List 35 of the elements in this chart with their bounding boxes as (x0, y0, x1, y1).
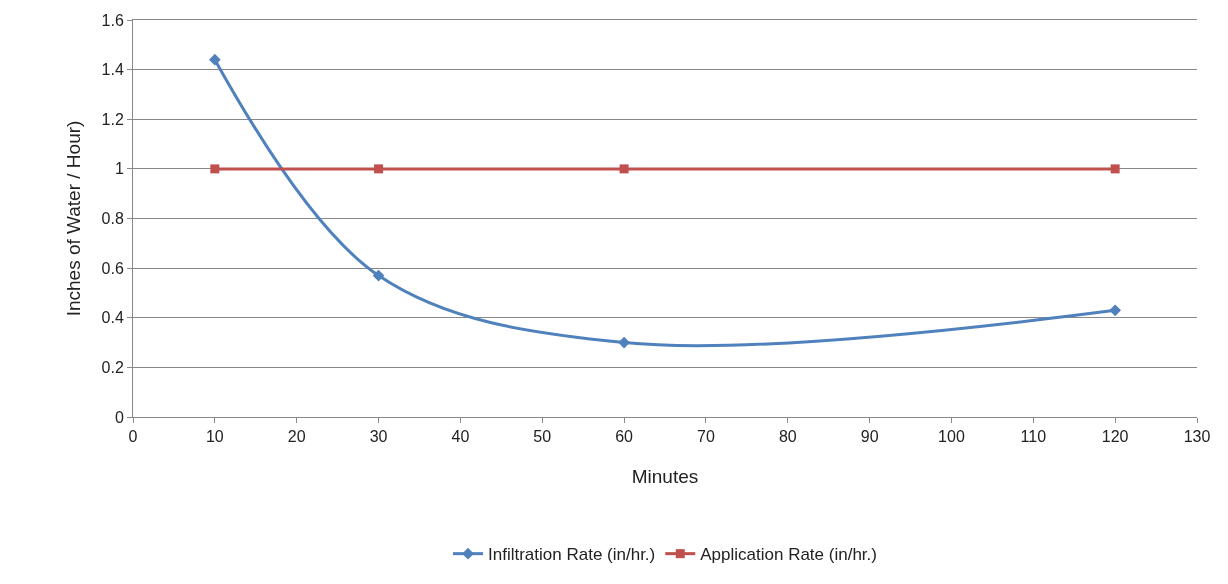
y-tick-label: 0 (114, 408, 124, 426)
y-tick-label: 0.4 (101, 309, 124, 327)
point (372, 269, 385, 282)
y-tick-label: 1 (114, 160, 124, 178)
point (210, 164, 220, 174)
point (619, 164, 629, 174)
y-tick-label: 0.6 (101, 259, 124, 277)
x-tick-label: 130 (1183, 428, 1211, 446)
legend-label: Application Rate (in/hr.) (700, 545, 877, 565)
y-axis-title: Inches of Water / Hour) (63, 120, 85, 317)
x-tick-label: 10 (205, 428, 224, 446)
x-tick-label: 40 (451, 428, 470, 446)
y-tick-label: 0.8 (101, 210, 124, 228)
x-tick-label: 90 (860, 428, 879, 446)
point (374, 164, 384, 174)
y-tick-label: 0.2 (101, 358, 124, 376)
point (618, 336, 630, 349)
x-tick-label: 70 (697, 428, 715, 446)
point (1110, 164, 1120, 174)
x-tick-label: 60 (615, 428, 634, 446)
legend-label: Infiltration Rate (in/hr.) (488, 545, 656, 565)
x-tick-label: 110 (1020, 428, 1047, 446)
x-axis-title: Minutes (631, 466, 699, 487)
y-tick-label: 1.6 (101, 11, 124, 29)
point (209, 53, 221, 66)
x-tick-label: 50 (533, 428, 552, 446)
x-tick-label: 30 (369, 428, 388, 446)
x-tick-label: 0 (128, 428, 138, 446)
x-tick-label: 100 (938, 428, 965, 446)
x-tick-label: 80 (778, 428, 797, 446)
y-tick-label: 1.4 (101, 61, 124, 79)
x-tick-label: 20 (287, 428, 306, 446)
y-tick-label: 1.2 (101, 110, 124, 128)
x-tick-label: 120 (1101, 428, 1129, 446)
point (1109, 304, 1121, 317)
